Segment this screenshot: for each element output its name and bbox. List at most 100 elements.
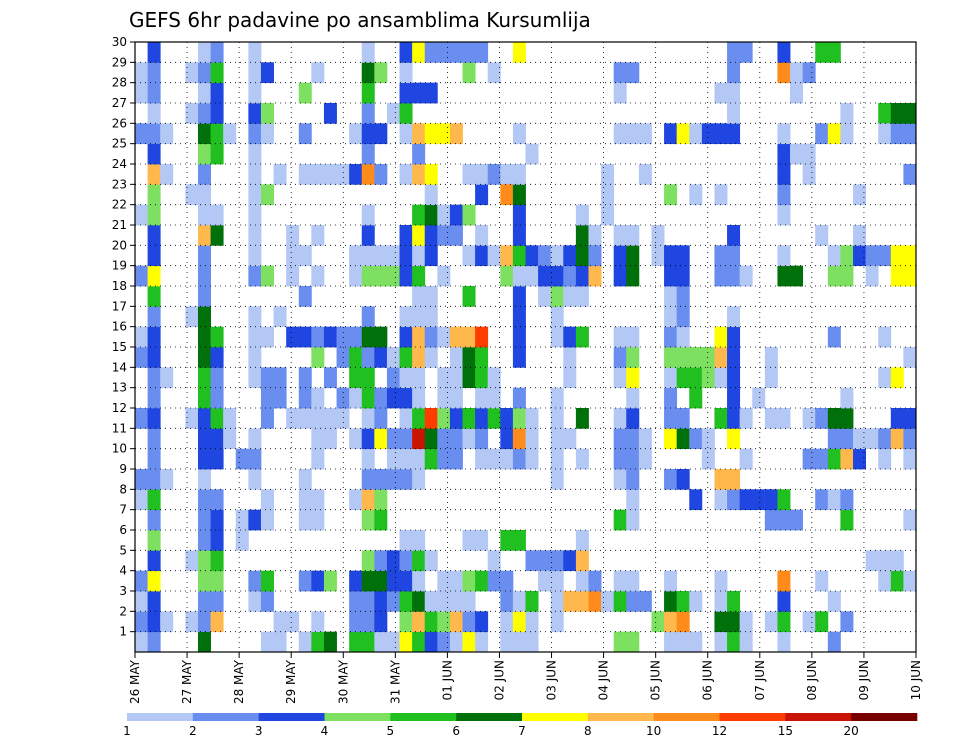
- heatmap-cell: [160, 611, 174, 633]
- heatmap-cell: [248, 164, 262, 185]
- heatmap-cell: [349, 591, 363, 612]
- heatmap-cell: [386, 570, 400, 592]
- heatmap-cell: [689, 184, 703, 206]
- heatmap-cell: [626, 489, 640, 511]
- heatmap-cell: [323, 631, 337, 653]
- heatmap-cell: [311, 387, 325, 409]
- heatmap-cell: [311, 509, 325, 531]
- heatmap-cell: [248, 448, 262, 470]
- heatmap-cell: [311, 347, 325, 368]
- heatmap-cell: [248, 306, 262, 328]
- colorbar-label: 7: [518, 724, 526, 738]
- heatmap-cell: [512, 631, 526, 653]
- heatmap-cell: [374, 123, 388, 145]
- heatmap-cell: [676, 123, 690, 145]
- heatmap-cell: [210, 428, 224, 450]
- heatmap-cell: [512, 591, 526, 612]
- heatmap-cell: [613, 245, 627, 267]
- heatmap-cell: [197, 286, 211, 307]
- colorbar-swatch: [390, 713, 457, 721]
- heatmap-cell: [462, 347, 476, 368]
- heatmap-cell: [840, 387, 854, 409]
- colorbar-label: 4: [321, 724, 329, 738]
- heatmap-cell: [374, 408, 388, 429]
- heatmap-cell: [840, 103, 854, 124]
- heatmap-cell: [210, 387, 224, 409]
- colorbar-label: 5: [387, 724, 395, 738]
- heatmap-cell: [361, 164, 375, 185]
- x-tick-label: 02 JUN: [492, 660, 506, 700]
- heatmap-cell: [727, 387, 741, 409]
- heatmap-cell: [626, 265, 640, 287]
- heatmap-cell: [840, 448, 854, 470]
- heatmap-cell: [386, 550, 400, 572]
- heatmap-cell: [197, 123, 211, 145]
- heatmap-cell: [727, 42, 741, 63]
- heatmap-cell: [563, 265, 577, 287]
- y-tick-label: 15: [112, 340, 127, 354]
- heatmap-cell: [374, 469, 388, 490]
- heatmap-cell: [512, 184, 526, 206]
- heatmap-cell: [361, 143, 375, 165]
- heatmap-cell: [374, 509, 388, 531]
- y-tick-label: 27: [112, 96, 127, 110]
- heatmap-cell: [399, 530, 413, 551]
- heatmap-cell: [815, 225, 829, 246]
- heatmap-cell: [147, 509, 161, 531]
- heatmap-cell: [412, 164, 426, 185]
- heatmap-cell: [676, 591, 690, 612]
- heatmap-cell: [210, 42, 224, 63]
- heatmap-cell: [777, 123, 791, 145]
- heatmap-cell: [500, 265, 514, 287]
- heatmap-cell: [601, 164, 615, 185]
- heatmap-cell: [676, 428, 690, 450]
- heatmap-cell: [361, 611, 375, 633]
- heatmap-cell: [361, 408, 375, 429]
- y-tick-label: 28: [112, 76, 127, 90]
- heatmap-cell: [374, 265, 388, 287]
- heatmap-cell: [701, 347, 715, 368]
- heatmap-cell: [235, 530, 249, 551]
- heatmap-cell: [525, 631, 539, 653]
- heatmap-cell: [399, 428, 413, 450]
- heatmap-cell: [840, 509, 854, 531]
- heatmap-cell: [386, 448, 400, 470]
- heatmap-cell: [727, 62, 741, 84]
- heatmap-cell: [714, 123, 728, 145]
- heatmap-cell: [689, 123, 703, 145]
- y-tick-label: 25: [112, 137, 127, 151]
- heatmap-cell: [878, 103, 892, 124]
- heatmap-cell: [248, 143, 262, 165]
- heatmap-cell: [664, 123, 678, 145]
- heatmap-cell: [714, 408, 728, 429]
- heatmap-cell: [135, 489, 148, 511]
- heatmap-cell: [727, 103, 741, 124]
- y-tick-label: 22: [112, 198, 127, 212]
- heatmap-cell: [550, 408, 564, 429]
- heatmap-cell: [197, 103, 211, 124]
- heatmap-cell: [487, 164, 501, 185]
- heatmap-cell: [815, 123, 829, 145]
- heatmap-cell: [525, 550, 539, 572]
- heatmap-cell: [273, 611, 287, 633]
- heatmap-cell: [512, 306, 526, 328]
- heatmap-cell: [550, 570, 564, 592]
- heatmap-cell: [248, 204, 262, 226]
- heatmap-cell: [135, 204, 148, 226]
- heatmap-cell: [210, 591, 224, 612]
- heatmap-cell: [160, 164, 174, 185]
- heatmap-cell: [890, 103, 904, 124]
- colorbar-swatch: [587, 713, 654, 721]
- heatmap-cell: [311, 489, 325, 511]
- heatmap-cell: [399, 347, 413, 368]
- heatmap-cell: [147, 428, 161, 450]
- heatmap-cell: [210, 103, 224, 124]
- colorbar-label: 2: [189, 724, 197, 738]
- heatmap-cell: [638, 164, 652, 185]
- heatmap-cell: [437, 387, 451, 409]
- heatmap-cell: [248, 367, 262, 389]
- heatmap-cell: [361, 550, 375, 572]
- heatmap-cell: [185, 184, 199, 206]
- heatmap-cell: [361, 509, 375, 531]
- heatmap-cell: [374, 570, 388, 592]
